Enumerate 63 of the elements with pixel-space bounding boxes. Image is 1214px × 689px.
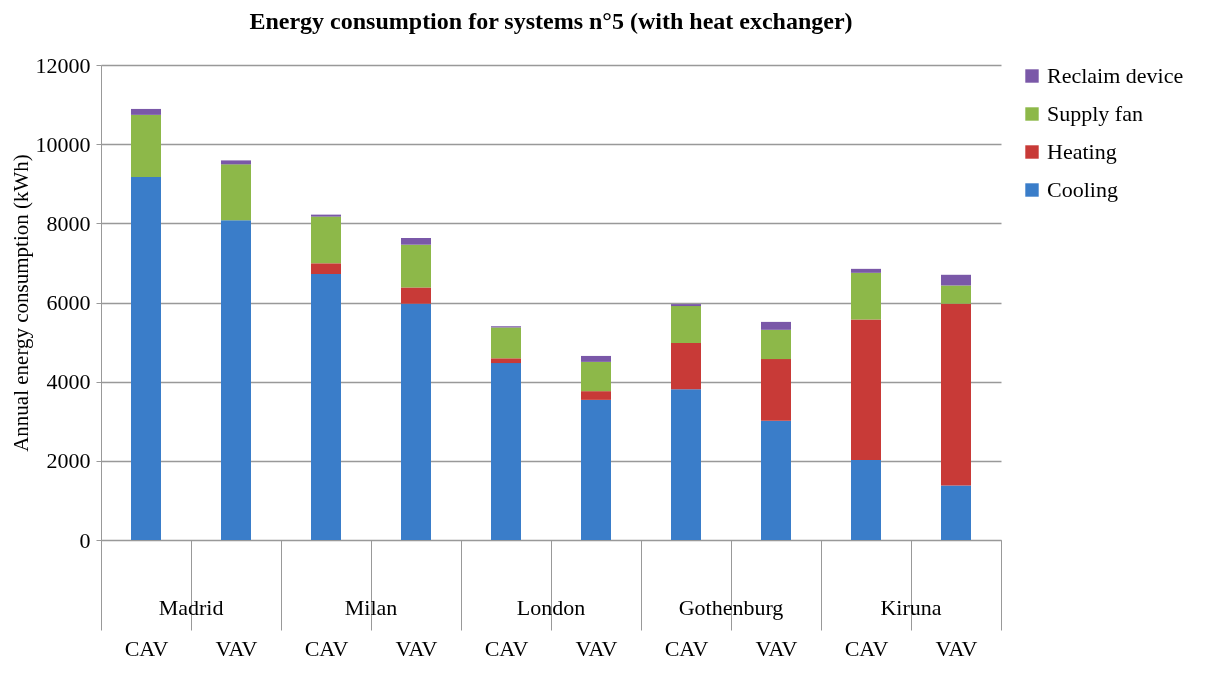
legend-label: Cooling [1047, 177, 1118, 202]
bar [311, 216, 341, 264]
y-tick-label: 0 [79, 527, 91, 553]
bar [581, 399, 611, 540]
bar [851, 268, 881, 273]
bar [311, 274, 341, 540]
y-tick-label: 12000 [35, 52, 91, 78]
bar [671, 306, 701, 343]
bar [491, 358, 521, 364]
y-tick-label: 6000 [46, 290, 91, 315]
bar [221, 164, 251, 221]
bar [221, 220, 251, 540]
bar [311, 263, 341, 274]
bar [581, 355, 611, 362]
bar [941, 285, 971, 304]
y-tick-label: 10000 [35, 131, 91, 157]
x-tick-label: CAV [304, 635, 349, 661]
x-tick-label: CAV [664, 635, 709, 661]
text: Gothenburg [678, 595, 784, 620]
bar [401, 237, 431, 245]
bar [131, 114, 161, 178]
bar [851, 319, 881, 461]
bar [671, 342, 701, 390]
x-tick-label: VAV [395, 635, 438, 661]
bar [401, 303, 431, 540]
x-tick-label: CAV [484, 635, 529, 661]
bar [761, 359, 791, 421]
y-tick-label: 2000 [46, 448, 91, 474]
bar [401, 287, 431, 304]
text: Milan [344, 595, 398, 620]
bar [851, 460, 881, 540]
bar [941, 303, 971, 486]
bar [761, 420, 791, 540]
x-tick-label: VAV [755, 635, 798, 661]
legend-label: Supply fan [1047, 101, 1143, 126]
bar [491, 363, 521, 540]
text: Madrid [158, 595, 224, 620]
chart-title: Energy consumption for systems n°5 (with heat exchanger) [249, 8, 853, 34]
y-tick-label: 4000 [46, 369, 91, 395]
legend-label: Heating [1047, 139, 1117, 164]
bar [761, 321, 791, 330]
bar [401, 244, 431, 288]
x-tick-label: VAV [575, 635, 618, 661]
x-tick-label: CAV [844, 635, 889, 661]
x-tick-label: VAV [935, 635, 978, 661]
bar [491, 327, 521, 359]
bar [581, 361, 611, 392]
bar [131, 177, 161, 540]
bar [671, 389, 701, 540]
bar [851, 272, 881, 320]
y-axis-title: Annual energy consumption (kWh) [8, 154, 33, 452]
text: Kiruna [880, 595, 942, 620]
bar [761, 329, 791, 360]
bar [941, 485, 971, 540]
legend-label: Reclaim device [1047, 63, 1184, 88]
y-tick-label: 8000 [46, 210, 91, 236]
bar [941, 274, 971, 286]
bar [131, 108, 161, 115]
bar [581, 391, 611, 400]
x-tick-label: CAV [124, 635, 169, 661]
text: London [516, 595, 586, 620]
bar [221, 160, 251, 165]
x-tick-label: VAV [215, 635, 258, 661]
